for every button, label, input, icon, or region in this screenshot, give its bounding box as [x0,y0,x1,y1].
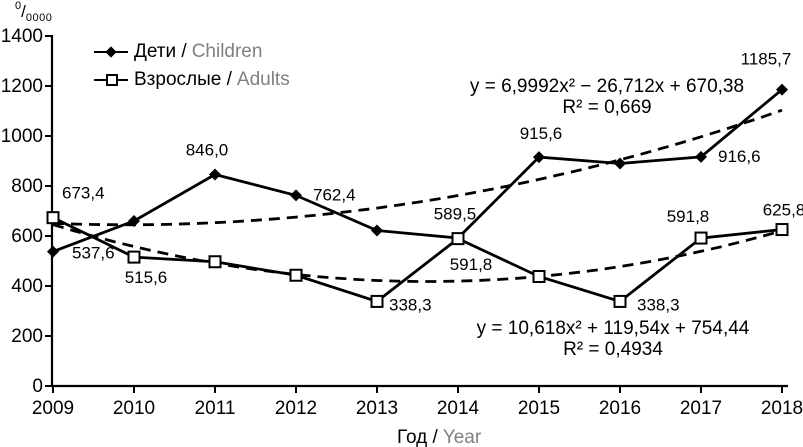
y-tick-label: 400 [11,276,43,297]
open-square-icon [105,74,118,86]
x-title-en: Year [442,427,482,447]
adults-point-marker [46,211,60,225]
adults-trendline [52,223,783,283]
legend-label-children: Дети / Children [134,41,262,63]
x-axis-title: Год / Year [397,427,481,447]
x-tick-label: 2017 [680,398,722,419]
legend-adults-en: Adults [236,69,290,90]
children-point-marker [128,215,140,227]
adults-point-marker [289,268,303,282]
r2-text: R² = 0,4934 [563,339,663,360]
x-tick-label: 2012 [275,398,317,419]
children-line-sample [94,45,128,58]
filled-diamond-icon [105,45,117,58]
y-tick-label: 0 [32,376,43,397]
adults-point-marker [775,223,789,237]
children-trend-equation: y = 6,9992x² − 26,712x + 670,38 R² = 0,6… [470,76,744,118]
legend-children-ru: Дети / [134,41,187,62]
children-point-marker [533,151,545,164]
adults-line-sample [94,74,128,86]
children-point-marker [614,157,626,170]
children-point-marker [371,224,383,237]
adults-point-marker [451,232,465,246]
r2-text: R² = 0,669 [562,97,652,118]
y-tick-label: 200 [11,326,43,347]
adults-point-marker [127,250,141,264]
legend-item-children: Дети / Children [94,38,290,66]
x-tick-label: 2011 [195,398,236,419]
children-data-label: 916,6 [718,147,761,166]
children-data-label: 915,6 [520,124,563,143]
y-tick-label: 800 [11,176,43,197]
adults-data-label: 673,4 [62,184,105,203]
legend-item-adults: Взрослые / Adults [94,66,290,94]
x-title-ru: Год / [397,427,438,447]
adults-data-label: 591,8 [667,207,710,226]
children-point-marker [209,168,221,181]
children-data-label: 591,8 [450,255,493,274]
y-tick-label: 1000 [1,126,43,147]
y-axis-unit: 0/0000 [15,0,52,24]
unit-numerator: 0 [15,0,22,12]
adults-point-marker [208,255,222,269]
adults-data-label: 338,3 [389,295,432,314]
unit-denominator: 0000 [25,12,53,24]
children-series-line [52,88,783,253]
adults-data-label: 515,6 [125,268,168,287]
x-tick-label: 2014 [437,398,480,419]
equation-text: y = 10,618x² + 119,54x + 754,44 [476,318,750,339]
adults-point-marker [532,270,546,283]
adults-data-label: 338,3 [637,295,680,314]
adults-point-marker [694,231,708,245]
y-tick-label: 600 [11,226,43,247]
x-tick-label: 2013 [356,398,398,419]
children-point-marker [47,245,59,258]
legend-adults-ru: Взрослые / [134,69,232,90]
adults-data-label: 625,8 [763,201,803,220]
adults-series-line [52,216,783,303]
adults-point-marker [370,294,384,308]
x-tick-label: 2015 [518,398,560,419]
children-trendline [52,108,783,227]
x-tick-label: 2016 [599,398,641,419]
adults-point-marker [613,294,627,308]
equation-text: y = 6,9992x² − 26,712x + 670,38 [469,76,745,97]
legend-label-adults: Взрослые / Adults [134,69,290,91]
x-tick-label: 2009 [32,398,74,419]
adults-trend-equation: y = 10,618x² + 119,54x + 754,44 R² = 0,4… [477,318,750,360]
adults-data-label: 589,5 [434,205,477,224]
y-tick-label: 1200 [1,76,43,97]
y-tick-label: 1400 [1,26,43,47]
children-data-label: 762,4 [313,185,356,204]
unit-slash: / [21,2,26,21]
x-tick-label: 2018 [761,398,803,419]
children-point-marker [290,189,302,202]
children-point-marker [776,83,788,96]
children-point-marker [695,150,707,163]
legend-children-en: Children [191,41,263,62]
x-tick-label: 2010 [113,398,155,419]
children-data-label: 1185,7 [741,50,792,69]
children-data-label: 537,6 [72,244,115,263]
children-data-label: 846,0 [186,141,229,160]
legend: Дети / Children Взрослые / Adults [94,38,290,94]
